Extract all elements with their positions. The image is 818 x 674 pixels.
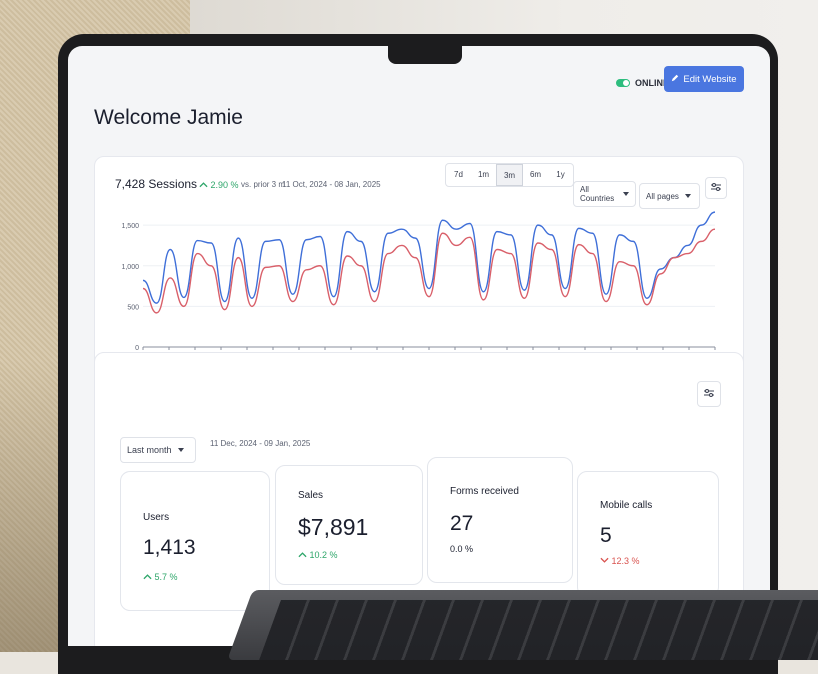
range-selector: 7d 1m 3m 6m 1y	[445, 163, 574, 187]
sessions-total: 7,428 Sessions	[115, 177, 198, 191]
stat-label: Forms received	[450, 486, 519, 497]
camera-notch	[388, 46, 462, 64]
page-filter[interactable]: All pages	[639, 183, 700, 209]
range-option-1y[interactable]: 1y	[556, 169, 565, 179]
chevron-down-icon	[177, 448, 184, 452]
sessions-date-range: 11 Oct, 2024 - 08 Jan, 2025	[282, 180, 381, 189]
chevron-down-icon	[684, 194, 691, 198]
country-filter-value: All Countries	[580, 185, 615, 203]
sessions-delta: 2.90 %	[199, 180, 239, 190]
chart-settings-button[interactable]	[705, 177, 727, 199]
arrow-up-icon	[199, 180, 211, 190]
screen: ONLINE Edit Website Welcome Jamie 7,428 …	[68, 46, 770, 646]
sliders-icon	[710, 179, 722, 197]
range-option-6m[interactable]: 6m	[529, 169, 542, 179]
online-toggle-icon[interactable]	[616, 79, 630, 87]
comparison-label: vs. prior 3 m	[241, 180, 286, 189]
stat-card-users[interactable]: Users 1,413 5.7 %	[120, 471, 270, 611]
y-tick-label: 1,500	[121, 223, 139, 230]
sliders-icon	[703, 385, 715, 403]
stat-change: 0.0 %	[450, 544, 473, 554]
stats-date-range: 11 Dec, 2024 - 09 Jan, 2025	[210, 439, 311, 448]
y-tick-label: 0	[135, 345, 139, 352]
online-label: ONLINE	[635, 78, 670, 88]
range-option-7d[interactable]: 7d	[454, 169, 463, 179]
country-filter[interactable]: All Countries	[573, 181, 636, 207]
page-title: Welcome Jamie	[94, 106, 243, 129]
stat-label: Users	[143, 512, 170, 523]
y-tick-label: 1,000	[121, 264, 139, 271]
y-tick-label: 500	[127, 304, 139, 311]
edit-website-label: Edit Website	[683, 73, 737, 85]
stat-value: 1,413	[143, 536, 196, 559]
stat-card-mobile-calls[interactable]: Mobile calls 5 12.3 %	[577, 471, 719, 597]
arrow-down-icon	[600, 557, 609, 563]
chevron-down-icon	[623, 192, 629, 196]
stat-change-value: 5.7 %	[154, 572, 178, 582]
period-value: Last month	[127, 445, 172, 455]
period-select[interactable]: Last month	[120, 437, 196, 463]
stat-value: 5	[600, 524, 612, 547]
stat-card-sales[interactable]: Sales $7,891 10.2 %	[275, 465, 423, 585]
online-status[interactable]: ONLINE	[616, 78, 669, 88]
range-option-1m[interactable]: 1m	[477, 169, 490, 179]
range-option-3m[interactable]: 3m	[496, 164, 523, 186]
series-line-users	[142, 228, 716, 314]
sessions-delta-value: 2.90 %	[210, 180, 239, 190]
stat-value: 27	[450, 512, 474, 535]
arrow-up-icon	[143, 574, 152, 580]
stats-settings-button[interactable]	[697, 381, 721, 407]
arrow-up-icon	[298, 552, 307, 558]
stat-change: 12.3 %	[600, 556, 640, 566]
stat-change-value: 0.0 %	[450, 544, 474, 554]
series-line-sessions	[142, 211, 716, 304]
stat-change: 10.2 %	[298, 550, 338, 560]
stat-change: 5.7 %	[143, 572, 178, 582]
stat-change-value: 10.2 %	[309, 550, 338, 560]
stat-value: $7,891	[298, 514, 369, 540]
stat-label: Sales	[298, 490, 324, 501]
keyboard-keys	[259, 600, 818, 660]
stat-label: Mobile calls	[600, 500, 653, 511]
stat-card-forms[interactable]: Forms received 27 0.0 %	[427, 457, 573, 583]
edit-website-button[interactable]: Edit Website	[664, 66, 744, 92]
page-filter-value: All pages	[646, 191, 679, 201]
stat-change-value: 12.3 %	[611, 556, 640, 566]
pencil-icon	[671, 74, 679, 85]
